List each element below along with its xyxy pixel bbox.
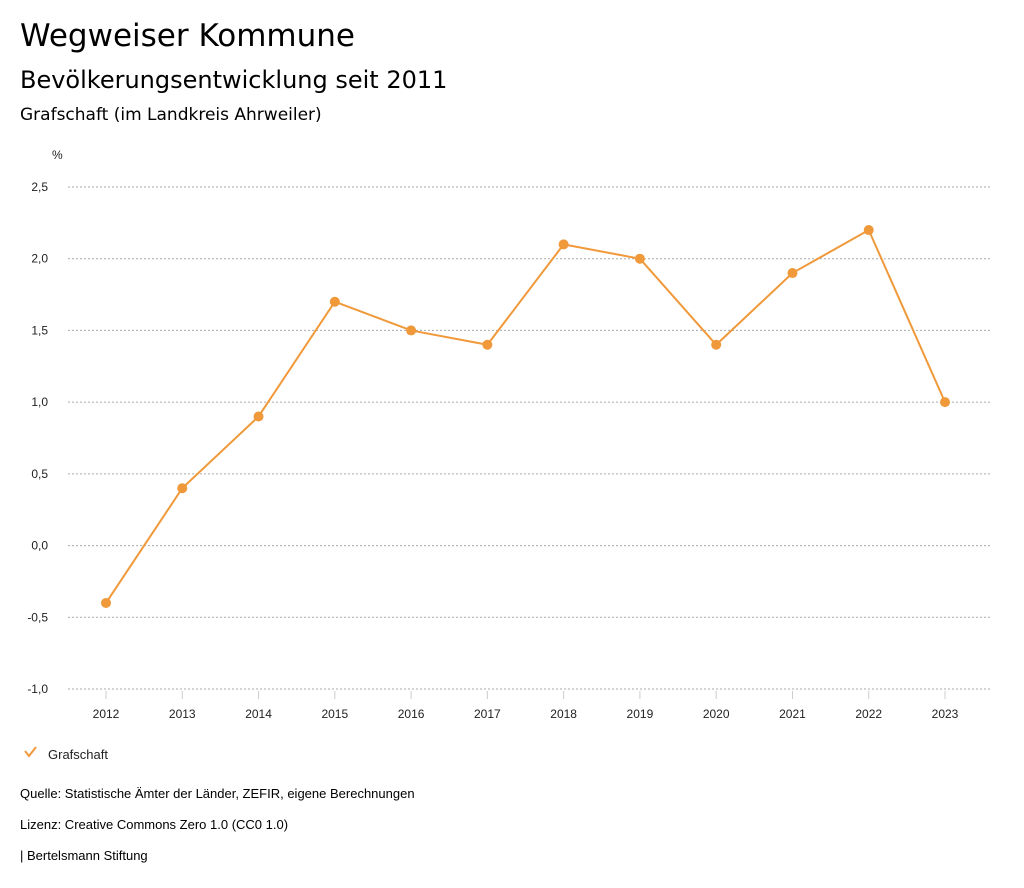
data-point (253, 411, 264, 422)
y-tick-label: 0,0 (31, 539, 48, 553)
y-tick-label: 1,5 (31, 323, 48, 337)
publisher-note: | Bertelsmann Stiftung (20, 848, 148, 863)
page-title: Wegweiser Kommune (20, 18, 355, 54)
region-label: Grafschaft (im Landkreis Ahrweiler) (20, 105, 322, 125)
y-tick-label: 0,5 (31, 467, 48, 481)
y-axis-label: % (52, 148, 63, 162)
data-point (634, 253, 645, 264)
data-point (711, 339, 722, 350)
data-point (940, 397, 950, 408)
y-tick-label: 2,5 (31, 180, 48, 194)
chart-subtitle: Bevölkerungsentwicklung seit 2011 (20, 66, 448, 94)
x-tick-label: 2021 (779, 707, 806, 721)
x-tick-label: 2023 (932, 707, 959, 721)
x-tick-label: 2017 (474, 707, 501, 721)
y-tick-label: 2,0 (31, 252, 48, 266)
y-tick-label: -0,5 (27, 610, 48, 624)
x-tick-label: 2018 (550, 707, 577, 721)
data-point (787, 268, 798, 279)
legend-check-icon[interactable] (24, 746, 37, 758)
x-tick-label: 2014 (245, 707, 272, 721)
y-tick-label: -1,0 (27, 682, 48, 696)
x-tick-label: 2013 (169, 707, 196, 721)
legend-item-grafschaft[interactable]: Grafschaft (48, 747, 108, 762)
x-tick-label: 2022 (855, 707, 882, 721)
data-point (482, 339, 493, 350)
data-point (558, 239, 569, 250)
x-tick-label: 2012 (93, 707, 120, 721)
data-point (177, 483, 188, 494)
data-point (101, 597, 111, 608)
data-point (863, 225, 874, 236)
data-point (329, 296, 340, 307)
data-point (406, 325, 417, 336)
x-tick-label: 2020 (703, 707, 730, 721)
x-tick-label: 2015 (321, 707, 348, 721)
license-note: Lizenz: Creative Commons Zero 1.0 (CC0 1… (20, 817, 289, 832)
x-tick-label: 2019 (627, 707, 654, 721)
y-tick-label: 1,0 (31, 395, 48, 409)
x-tick-label: 2016 (398, 707, 425, 721)
series-line-grafschaft (105, 228, 946, 604)
source-note: Quelle: Statistische Ämter der Länder, Z… (20, 786, 415, 801)
